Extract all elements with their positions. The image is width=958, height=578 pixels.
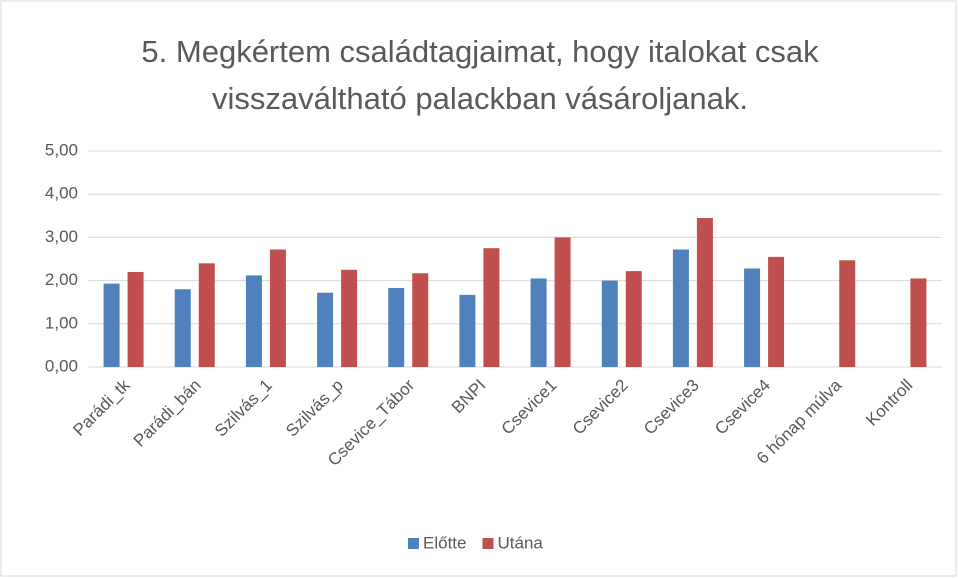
x-tick-label: Csevice1: [498, 376, 561, 439]
bar: [341, 269, 358, 367]
bar: [839, 260, 856, 367]
x-tick-label: Parádi_tk: [69, 375, 134, 440]
x-tick-label: BNPI: [448, 376, 489, 417]
x-tick-label: Csevice3: [640, 376, 703, 439]
bar: [530, 278, 547, 367]
chart-title: 5. Megkértem családtagjaimat, hogy italo…: [141, 34, 819, 116]
y-tick-label: 3,00: [45, 227, 78, 246]
legend-swatch: [408, 538, 419, 549]
bar: [459, 294, 476, 367]
bar: [672, 249, 689, 367]
bar: [601, 280, 618, 367]
bar: [198, 263, 215, 367]
x-tick-label: Parádi_bán: [130, 376, 205, 451]
bar: [103, 283, 120, 367]
bar: [127, 271, 144, 367]
bar: [910, 278, 927, 367]
bar: [554, 237, 571, 367]
bar: [388, 287, 405, 367]
y-tick-label: 4,00: [45, 184, 78, 203]
y-tick-label: 5,00: [45, 140, 78, 159]
x-tick-label: Szilvás_1: [211, 376, 276, 441]
legend-label: Utána: [497, 533, 543, 552]
bar: [269, 249, 286, 367]
bar: [412, 273, 429, 367]
y-tick-label: 1,00: [45, 313, 78, 332]
y-tick-label: 0,00: [45, 356, 78, 375]
x-tick-label: Szilvás_p: [282, 376, 347, 441]
x-tick-label: Csevice4: [711, 376, 774, 439]
bar: [696, 217, 713, 367]
bar: [768, 256, 785, 367]
bar: [483, 248, 500, 367]
legend-swatch: [482, 538, 494, 549]
y-tick-label: 2,00: [45, 270, 78, 289]
x-tick-label: Kontroll: [862, 376, 916, 430]
bar: [625, 271, 642, 367]
bar: [174, 289, 191, 367]
x-tick-label: Csevice2: [569, 376, 632, 439]
bar: [317, 292, 334, 367]
bar: [744, 268, 761, 367]
bar: [245, 275, 262, 367]
legend-label: Előtte: [423, 533, 466, 552]
